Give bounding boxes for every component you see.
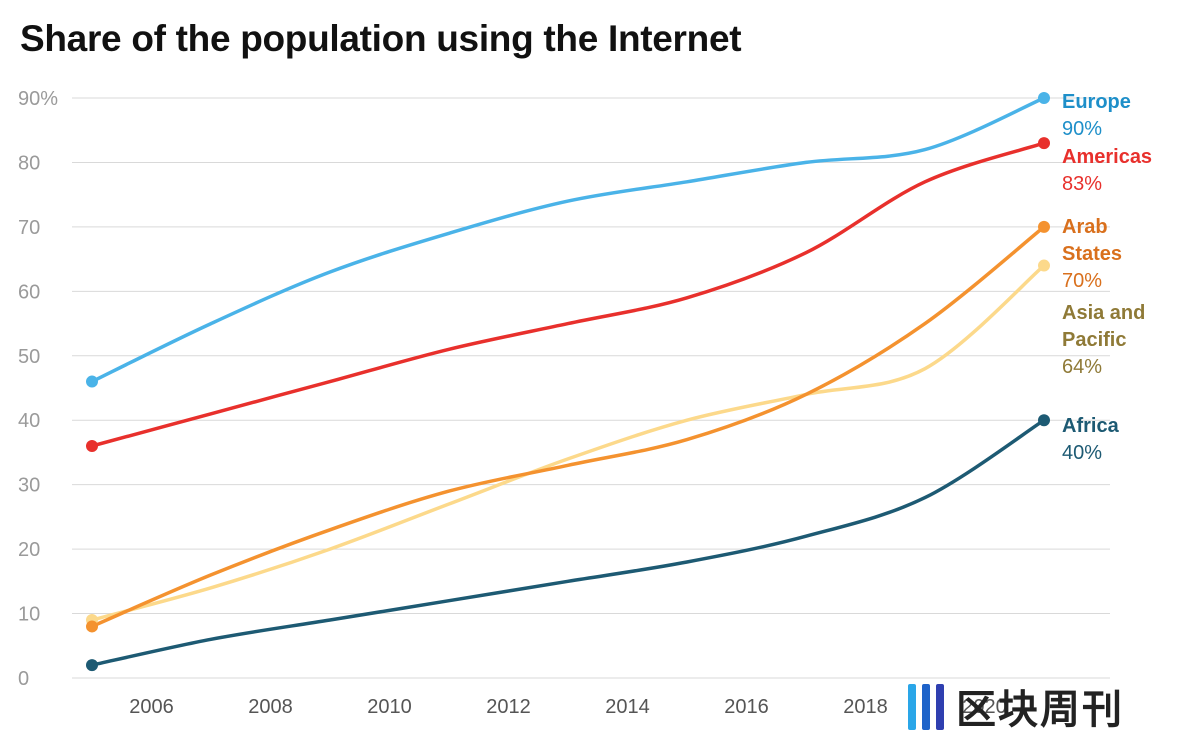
- y-axis-ticks: 0 10 20 30 40 50 60 70 80 90%: [18, 88, 58, 690]
- start-point-americas: [86, 440, 98, 452]
- start-point-africa: [86, 659, 98, 672]
- end-point-africa: [1038, 414, 1050, 427]
- watermark-logo: 区块周刊: [908, 684, 1124, 732]
- series-line-europe: [90, 96, 1046, 384]
- series-line-asia-and-pacific: [90, 263, 1046, 622]
- y-tick-label: 60: [18, 281, 40, 303]
- series-name: Asia and Pacific: [1062, 302, 1145, 351]
- watermark-bar-1: [908, 684, 916, 730]
- series-labels: Europe 90% Americas 83% Arab States 70% Asia an…: [1062, 91, 1152, 464]
- start-point-arab-states: [86, 620, 98, 633]
- series-name: Africa: [1062, 415, 1120, 437]
- y-tick-label: 70: [18, 217, 40, 239]
- y-tick-label: 80: [18, 152, 40, 174]
- series-name: Arab States: [1062, 216, 1122, 265]
- series-value: 64%: [1062, 356, 1102, 378]
- grid-lines: [72, 97, 1110, 679]
- end-point-arab-states: [1038, 220, 1050, 233]
- y-tick-label: 30: [18, 475, 40, 497]
- series-value: 70%: [1062, 270, 1102, 292]
- y-tick-label: 10: [18, 604, 40, 626]
- watermark-bar-2: [922, 684, 930, 730]
- x-tick-label: 2020: [962, 696, 1007, 718]
- series-name: Europe: [1062, 91, 1131, 113]
- end-point-europe: [1038, 92, 1050, 104]
- watermark-text: 区块周刊: [956, 688, 1124, 732]
- series-label-arab-states: Arab States 70%: [1062, 216, 1122, 292]
- start-point-europe: [86, 375, 98, 388]
- series-label-africa: Africa 40%: [1062, 415, 1120, 464]
- x-tick-label: 2016: [724, 696, 769, 718]
- watermark-bar-3: [936, 684, 944, 730]
- series-name: Americas: [1062, 146, 1152, 168]
- series-label-asia-and-pacific: Asia and Pacific 64%: [1062, 302, 1145, 378]
- x-tick-label: 2012: [486, 696, 531, 718]
- x-tick-label: 2006: [129, 696, 174, 718]
- series-lines: [90, 96, 1046, 667]
- y-tick-label: 20: [18, 539, 40, 561]
- end-point-americas: [1038, 137, 1050, 150]
- x-tick-label: 2014: [605, 696, 650, 718]
- series-label-americas: Americas 83%: [1062, 146, 1152, 195]
- x-tick-label: 2018: [843, 696, 888, 718]
- series-value: 83%: [1062, 173, 1102, 195]
- x-tick-label: 2008: [248, 696, 293, 718]
- series-label-europe: Europe 90%: [1062, 91, 1131, 140]
- y-tick-label: 40: [18, 410, 40, 432]
- y-tick-label: 0: [18, 668, 29, 690]
- series-line-americas: [90, 141, 1046, 448]
- x-axis-ticks: 2006 2008 2010 2012 2014 2016 2018 2020: [129, 696, 1007, 718]
- series-line-africa: [90, 418, 1046, 667]
- y-tick-label: 90%: [18, 88, 58, 110]
- y-tick-label: 50: [18, 346, 40, 368]
- series-value: 40%: [1062, 442, 1102, 464]
- series-endpoints: [86, 92, 1050, 672]
- x-tick-label: 2010: [367, 696, 412, 718]
- series-value: 90%: [1062, 118, 1102, 140]
- chart-title: Share of the population using the Intern…: [20, 18, 742, 59]
- end-point-asia-and-pacific: [1038, 259, 1050, 272]
- series-line-arab-states: [90, 225, 1046, 629]
